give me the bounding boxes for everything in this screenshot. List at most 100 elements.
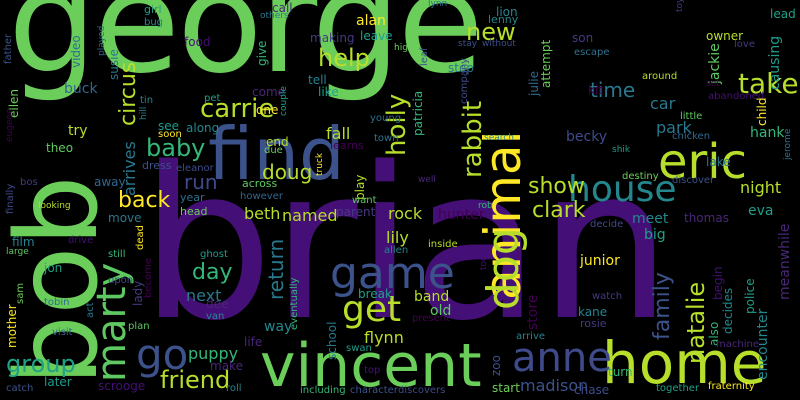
word-love: love	[734, 39, 755, 50]
word-parent: parent	[336, 205, 376, 219]
word-call: call	[272, 1, 293, 15]
word-tobin: tobin	[44, 297, 70, 308]
word-around: around	[642, 71, 678, 82]
word-jon: jon	[44, 261, 63, 275]
word-van: van	[206, 311, 225, 322]
word-visit: visit	[52, 327, 73, 338]
word-looking: looking	[38, 201, 71, 211]
word-catch: catch	[6, 383, 34, 394]
word-susie: susie	[107, 49, 121, 80]
word-young: young	[370, 113, 402, 124]
word-lenny: lenny	[488, 13, 519, 26]
word-baby: baby	[146, 134, 206, 162]
word-others: others	[260, 11, 289, 21]
word-watch: watch	[592, 291, 623, 302]
word-film: film	[12, 235, 35, 249]
word-start: start	[492, 381, 520, 395]
word-night: night	[740, 178, 782, 197]
word-family: family	[650, 272, 675, 340]
word-take: take	[738, 67, 799, 100]
word-theo: theo	[46, 141, 74, 155]
word-school: school	[325, 321, 339, 360]
word-alan: alan	[356, 13, 386, 29]
word-video: video	[69, 35, 83, 68]
word-decide: decide	[590, 219, 624, 230]
word-return: return	[264, 238, 288, 300]
word-son: son	[572, 31, 594, 45]
word-shik: shik	[612, 145, 631, 155]
word-attempt: attempt	[539, 39, 553, 88]
word-store: store	[525, 294, 541, 330]
word-meanwhile: meanwhile	[777, 223, 793, 300]
word-bos: bos	[20, 177, 38, 188]
word-find: find	[208, 112, 345, 196]
word-swan: swan	[346, 343, 372, 354]
word-buck: buck	[64, 81, 98, 97]
word-meet: meet	[632, 211, 669, 227]
word-dress: dress	[142, 159, 172, 172]
word-leave: leave	[360, 29, 393, 43]
word-tell: tell	[308, 73, 327, 87]
word-played: played	[97, 25, 107, 56]
word-jerome: jerome	[783, 128, 793, 160]
word-chicken: chicken	[672, 131, 711, 142]
word-girl: girl	[144, 3, 162, 16]
word-home: home	[602, 329, 767, 397]
word-dee: dee	[206, 297, 229, 311]
word-come: come	[252, 85, 286, 99]
word-escape: escape	[574, 47, 610, 58]
word-circus: circus	[116, 61, 141, 126]
word-puppy: puppy	[188, 344, 239, 363]
word-allen: allen	[384, 245, 409, 256]
word-house: house	[568, 169, 677, 210]
word-search: search	[484, 133, 514, 143]
word-discover: discover	[672, 175, 715, 186]
word-turn: turn	[608, 365, 633, 379]
word-eleanor: eleanor	[176, 163, 214, 174]
word-making: making	[310, 31, 355, 45]
word-band: band	[414, 289, 450, 305]
word-chase: chase	[574, 383, 610, 397]
word-get: get	[342, 289, 402, 330]
word-plan: plan	[128, 321, 150, 332]
word-next: next	[186, 286, 222, 305]
word-still: still	[108, 249, 126, 260]
word-including: including	[300, 385, 346, 396]
word-natalie: natalie	[682, 281, 710, 364]
word-without: without	[482, 39, 516, 49]
word-anne: anne	[512, 335, 612, 381]
word-hunter: hunter	[438, 207, 485, 223]
word-george: george	[8, 0, 484, 105]
word-jackie: jackie	[707, 43, 723, 84]
word-discovers: discovers	[398, 385, 446, 396]
word-child: child	[755, 97, 769, 127]
word-eva: eva	[748, 203, 774, 219]
word-along: along	[186, 121, 220, 135]
word-help: help	[318, 44, 370, 72]
word-run: run	[184, 170, 218, 194]
word-ghost: ghost	[200, 249, 228, 260]
word-move: move	[108, 211, 142, 225]
word-high: high	[394, 43, 414, 53]
word-new: new	[466, 18, 516, 46]
word-lead: lead	[770, 7, 796, 21]
word-bug: bug	[144, 17, 164, 28]
word-decides: decides	[721, 287, 735, 334]
word-todd: todd	[479, 249, 489, 270]
word-friend: friend	[160, 366, 231, 394]
word-game: game	[330, 248, 455, 299]
word-destiny: destiny	[622, 171, 659, 182]
word-clark: clark	[532, 198, 586, 223]
word-well: well	[418, 175, 436, 185]
word-go: go	[136, 330, 189, 379]
word-year: year	[180, 191, 205, 204]
word-carrie: carrie	[200, 94, 275, 124]
word-madison: madison	[520, 376, 589, 395]
word-mother: mother	[5, 304, 19, 348]
word-machine: machine	[716, 339, 759, 350]
word-learns: learns	[330, 139, 364, 152]
word-set: set	[706, 79, 720, 89]
word-rosie: rosie	[580, 317, 607, 330]
word-toy: toy	[675, 0, 685, 12]
word-patricia: patricia	[411, 90, 425, 136]
